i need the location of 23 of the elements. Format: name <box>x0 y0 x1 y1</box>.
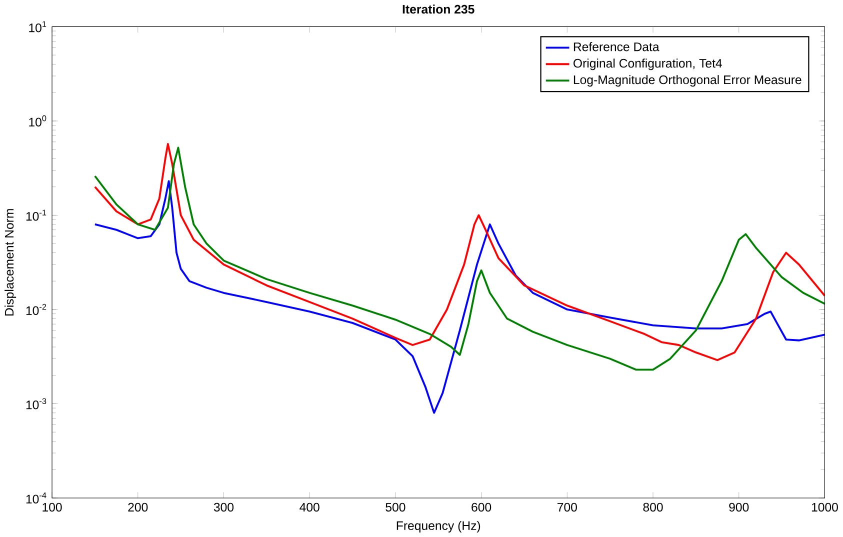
x-tick-label: 900 <box>729 502 749 512</box>
y-tick-label: 10$^{0}$ <box>29 115 46 127</box>
x-tick-label: 800 <box>643 502 663 512</box>
x-tick-label: 300 <box>214 502 234 512</box>
legend-label: Reference Data <box>574 42 660 52</box>
y-tick-label: 10$^{-4}$ <box>26 492 46 504</box>
chart-title: Iteration 235 <box>402 4 474 14</box>
y-tick-label: 10$^{-2}$ <box>26 304 46 316</box>
line-series <box>94 180 825 414</box>
x-tick-label: 200 <box>128 502 148 512</box>
x-tick-label: 100 <box>42 502 62 512</box>
x-tick-label: 400 <box>300 502 320 512</box>
x-tick-label: 500 <box>386 502 406 512</box>
x-tick-label: 700 <box>557 502 577 512</box>
legend-label: Original Configuration, Tet4 <box>574 58 722 70</box>
x-tick-label: 600 <box>472 502 492 512</box>
x-axis-title: Frequency (Hz) <box>396 520 480 532</box>
y-axis-title: Displacement Norm <box>4 209 16 316</box>
y-tick-label: 10$^{-3}$ <box>26 398 46 410</box>
y-tick-label: 10$^{-1}$ <box>26 210 46 221</box>
x-tick-label: 1000 <box>812 502 838 512</box>
legend-label: Log-Magnitude Orthogonal Error Measure <box>574 75 802 87</box>
y-tick-label: 10$^{1}$ <box>29 21 46 32</box>
